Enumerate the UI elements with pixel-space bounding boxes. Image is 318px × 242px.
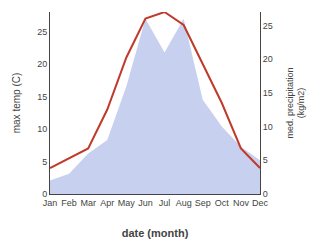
svg-text:Sep: Sep [195,198,211,208]
svg-text:15: 15 [263,88,273,98]
svg-text:med. precipitation(kg/m2): med. precipitation(kg/m2) [285,67,307,138]
svg-text:May: May [118,198,136,208]
svg-text:Jun: Jun [138,198,153,208]
svg-text:5: 5 [263,155,268,165]
svg-text:Nov: Nov [233,198,250,208]
svg-text:25: 25 [263,21,273,31]
svg-text:max temp (C): max temp (C) [11,73,22,134]
svg-text:Apr: Apr [100,198,114,208]
svg-text:Jul: Jul [159,198,171,208]
svg-text:0: 0 [263,189,268,199]
svg-text:5: 5 [42,157,47,167]
svg-text:Jan: Jan [43,198,58,208]
svg-text:10: 10 [263,122,273,132]
svg-text:0: 0 [42,189,47,199]
svg-text:date (month): date (month) [122,227,189,239]
svg-text:15: 15 [37,92,47,102]
svg-text:Aug: Aug [176,198,192,208]
svg-text:10: 10 [37,124,47,134]
svg-text:Oct: Oct [215,198,230,208]
svg-text:20: 20 [263,54,273,64]
svg-text:Dec: Dec [252,198,269,208]
svg-text:Feb: Feb [61,198,77,208]
svg-text:Mar: Mar [80,198,96,208]
svg-text:25: 25 [37,27,47,37]
svg-text:20: 20 [37,59,47,69]
